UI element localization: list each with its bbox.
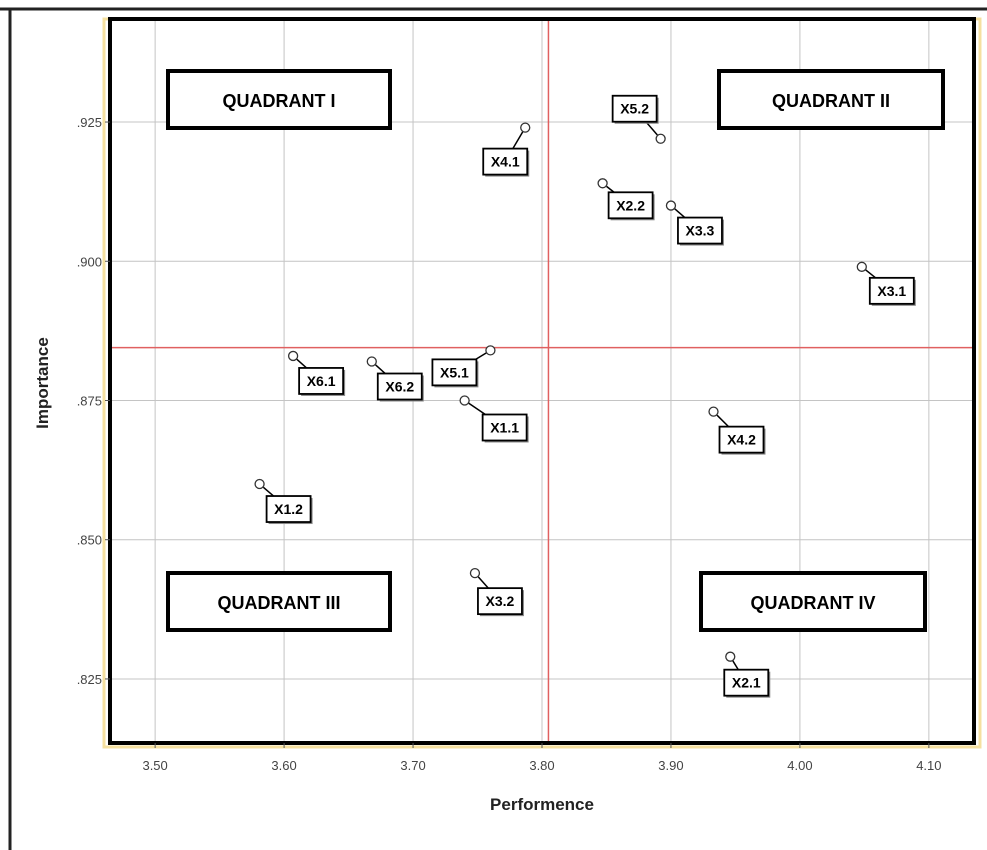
point-marker [469, 567, 481, 579]
point-label-box [677, 216, 723, 245]
point-label: X2.1 [732, 675, 761, 691]
y-tick-label: .900 [77, 254, 102, 269]
x-axis-ticks: 3.50 3.60 3.70 3.80 3.90 4.00 4.10 [142, 743, 942, 773]
point-X3.2: X3.2 [469, 567, 524, 617]
reference-lines [110, 19, 974, 743]
x-tick-label: 4.00 [787, 758, 812, 773]
point-label: X5.2 [620, 101, 649, 117]
point-marker [459, 395, 470, 406]
point-marker [856, 261, 867, 272]
point-connector [732, 660, 740, 671]
point-X1.1: X1.1 [459, 395, 529, 443]
point-label-box [477, 587, 523, 616]
point-label-box [431, 358, 478, 387]
quadrant-label-1: QUADRANT I [166, 69, 392, 130]
point-label: X1.1 [490, 419, 519, 435]
point-label-box [376, 372, 423, 401]
point-label-box [868, 276, 915, 305]
point-label: X3.2 [486, 593, 515, 609]
point-label: X6.2 [385, 379, 414, 395]
y-tick-label: .850 [77, 533, 102, 548]
point-marker [725, 651, 736, 662]
point-label-box [607, 191, 654, 220]
point-label-box [611, 94, 658, 123]
quadrant-labels: QUADRANT I QUADRANT II QUADRANT III QUAD… [166, 69, 945, 632]
quadrant-label-3: QUADRANT III [166, 571, 392, 632]
point-marker [254, 478, 265, 490]
x-tick-label: 3.80 [529, 758, 554, 773]
quadrant-label-2-text: QUADRANT II [772, 91, 890, 111]
quadrant-label-3-text: QUADRANT III [218, 593, 341, 613]
point-label: X1.2 [274, 501, 303, 517]
x-tick-label: 3.60 [271, 758, 296, 773]
point-label: X2.2 [616, 197, 645, 213]
point-label-box [723, 668, 770, 697]
point-marker [485, 345, 496, 356]
x-tick-label: 3.90 [658, 758, 683, 773]
point-marker [520, 122, 531, 133]
y-axis-ticks: .825 .850 .875 .900 .925 [77, 115, 110, 687]
point-X6.2: X6.2 [366, 356, 424, 402]
point-marker [665, 200, 677, 211]
point-marker [655, 133, 666, 144]
point-X3.3: X3.3 [665, 200, 724, 246]
point-X4.1: X4.1 [482, 122, 531, 177]
point-X3.1: X3.1 [856, 261, 916, 306]
point-label-box [481, 413, 528, 442]
point-label: X4.1 [491, 154, 520, 170]
y-tick-label: .825 [77, 672, 102, 687]
point-X5.2: X5.2 [611, 94, 666, 144]
x-tick-label: 3.70 [400, 758, 425, 773]
point-label: X3.3 [686, 223, 715, 239]
point-marker [597, 178, 608, 189]
point-marker [708, 406, 719, 417]
point-label-box [482, 147, 529, 176]
point-X2.2: X2.2 [597, 178, 655, 221]
quadrant-label-4-text: QUADRANT IV [751, 593, 876, 613]
point-connector [512, 131, 524, 150]
quadrant-label-2: QUADRANT II [717, 69, 945, 130]
data-points: X4.1 X5.2 X2.2 X3.3 X3.1 X6.1 X6.2 X5.1 X1.1 X4.2… [254, 94, 916, 698]
point-label: X5.1 [440, 364, 469, 380]
x-tick-label: 3.50 [142, 758, 167, 773]
point-label: X3.1 [877, 283, 906, 299]
y-axis-title: Importance [33, 337, 52, 429]
point-label-box [298, 367, 345, 395]
point-X5.1: X5.1 [431, 345, 496, 388]
quadrant-label-1-text: QUADRANT I [223, 91, 336, 111]
point-X4.2: X4.2 [708, 406, 766, 455]
point-label: X6.1 [307, 373, 336, 389]
point-label-box [265, 495, 312, 523]
point-label: X4.2 [727, 432, 756, 448]
point-marker [287, 350, 299, 362]
y-tick-label: .925 [77, 115, 102, 130]
point-X2.1: X2.1 [723, 651, 771, 698]
point-X1.2: X1.2 [254, 478, 313, 525]
x-axis-title: Performence [490, 795, 594, 814]
y-tick-label: .875 [77, 393, 102, 408]
x-tick-label: 4.10 [916, 758, 941, 773]
point-X6.1: X6.1 [287, 350, 346, 396]
point-label-box [718, 425, 765, 454]
point-marker [366, 356, 377, 367]
quadrant-label-4: QUADRANT IV [699, 571, 927, 632]
